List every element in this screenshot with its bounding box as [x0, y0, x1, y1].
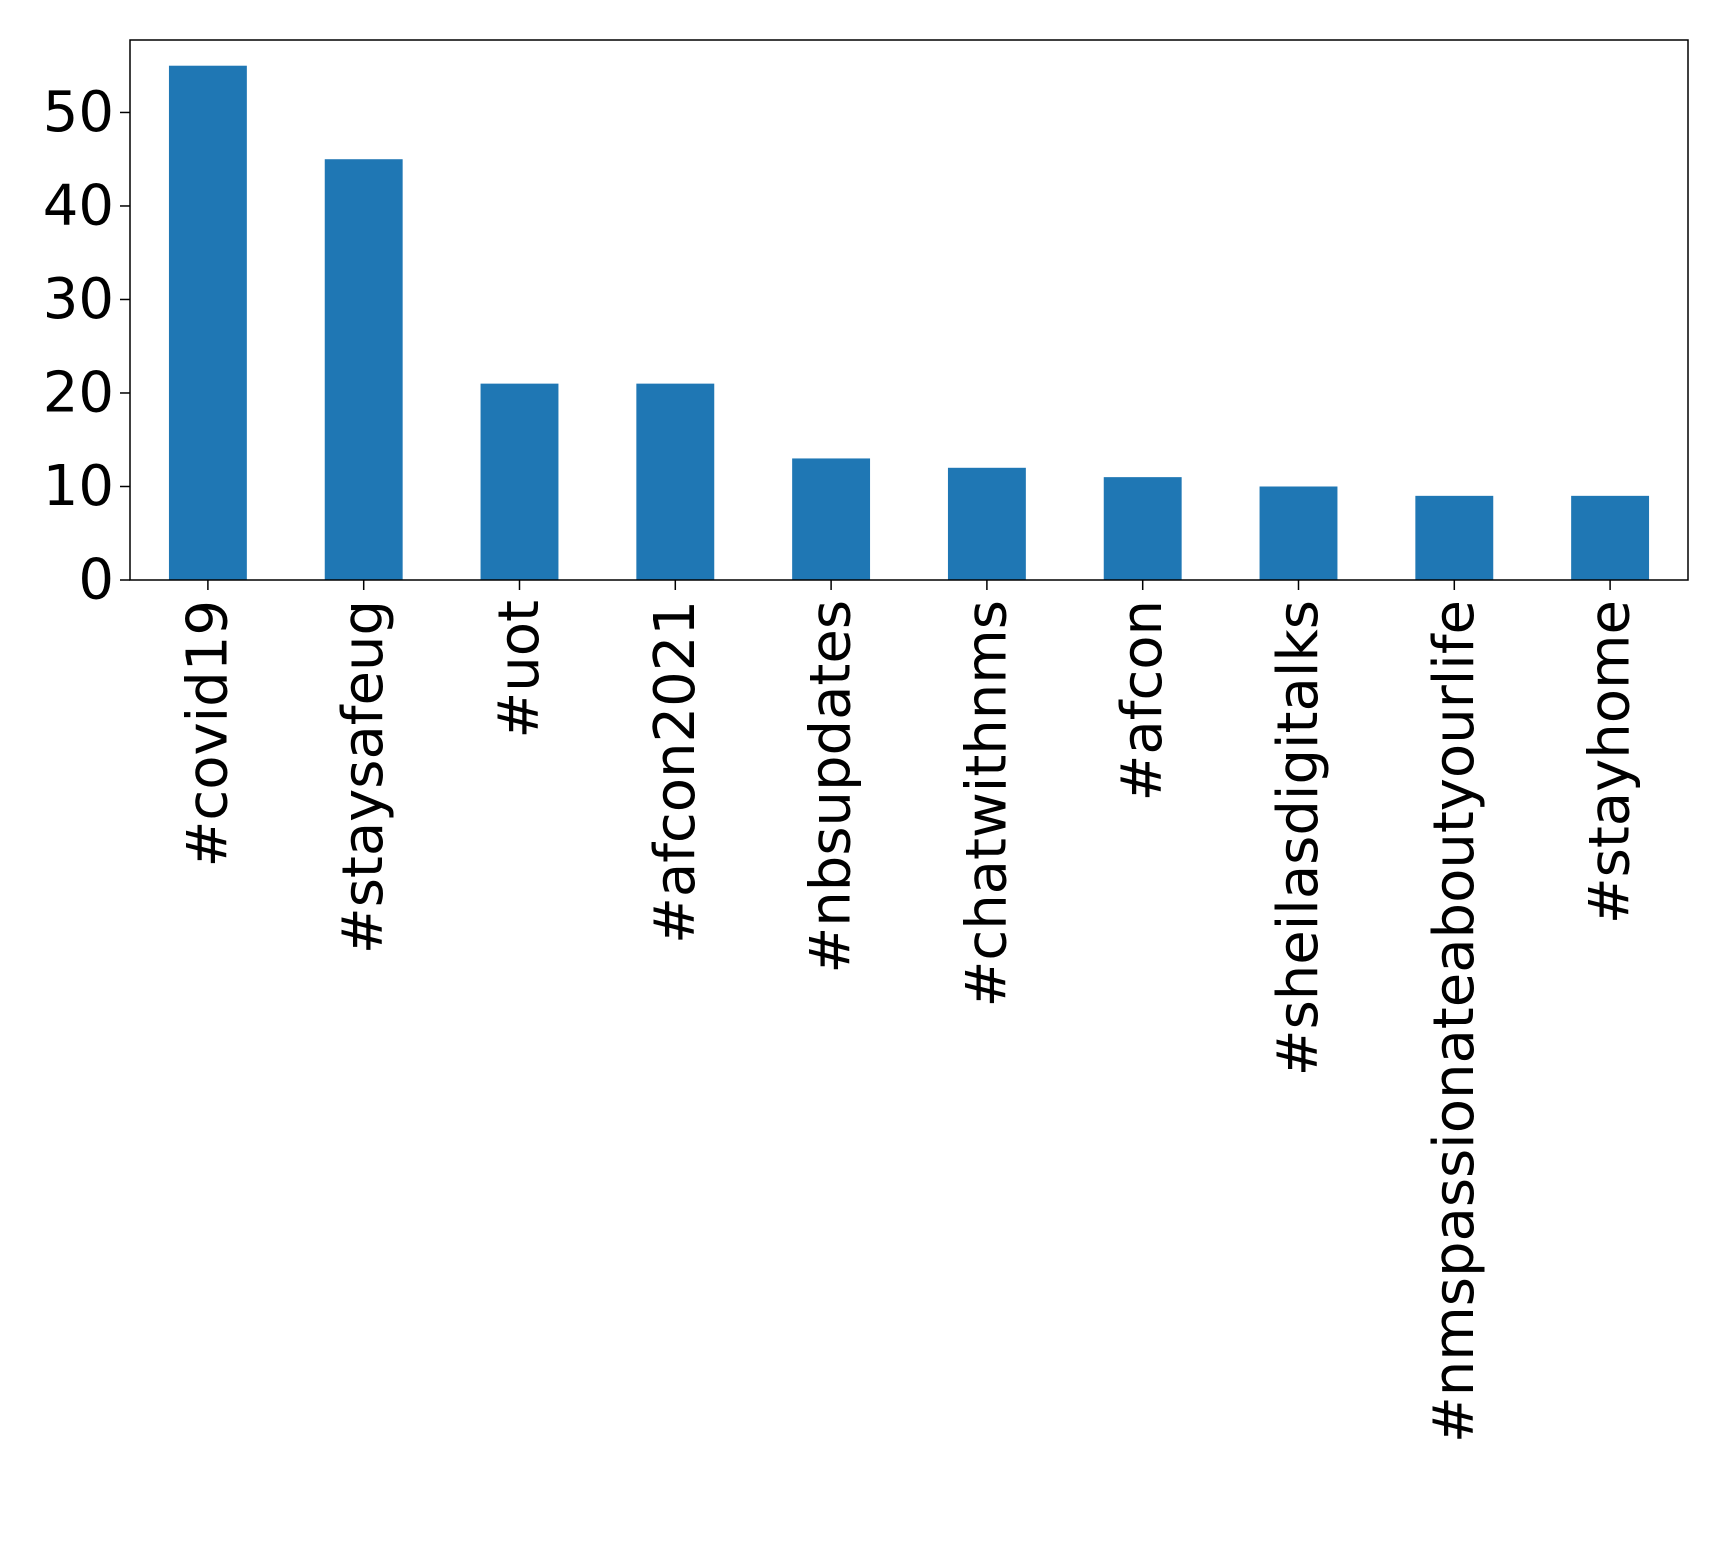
x-tick-label: #staysafeug — [331, 600, 396, 954]
bar-nbsupdates — [792, 458, 871, 580]
bar-nmspassionateaboutyourlife — [1415, 495, 1494, 580]
x-tick-label: #covid19 — [175, 600, 240, 867]
bar-uot — [480, 383, 559, 580]
y-tick-label: 30 — [43, 267, 114, 332]
bar-afcon2021 — [636, 383, 715, 580]
bar-covid19 — [168, 65, 247, 580]
bars-group — [168, 65, 1650, 581]
y-tick-label: 50 — [43, 80, 114, 145]
x-tick-label: #nbsupdates — [799, 600, 864, 974]
x-axis: #covid19 #staysafeug #uot #afcon2021 #nbsupd… — [175, 580, 1643, 1443]
x-tick-label: #afcon2021 — [643, 600, 708, 944]
bar-afcon — [1103, 477, 1182, 580]
y-tick-label: 0 — [78, 548, 114, 613]
x-tick-label: #stayhome — [1578, 600, 1643, 924]
y-tick-label: 10 — [43, 454, 114, 519]
y-tick-label: 40 — [43, 173, 114, 238]
y-axis: 0 10 20 30 40 50 — [43, 80, 130, 613]
bar-sheilasdigitalks — [1259, 486, 1338, 580]
y-tick-label: 20 — [43, 360, 114, 425]
bar-staysafeug — [324, 159, 403, 581]
bar-stayhome — [1571, 495, 1650, 580]
bar-chatwithnms — [947, 467, 1026, 580]
x-tick-label: #sheilasdigitalks — [1266, 600, 1331, 1076]
x-tick-label: #uot — [487, 600, 552, 739]
plot-frame — [129, 39, 1689, 581]
x-tick-label: #chatwithnms — [954, 600, 1019, 1008]
x-tick-label: #afcon — [1110, 600, 1175, 802]
x-tick-label: #nmspassionateaboutyourlife — [1422, 600, 1487, 1443]
